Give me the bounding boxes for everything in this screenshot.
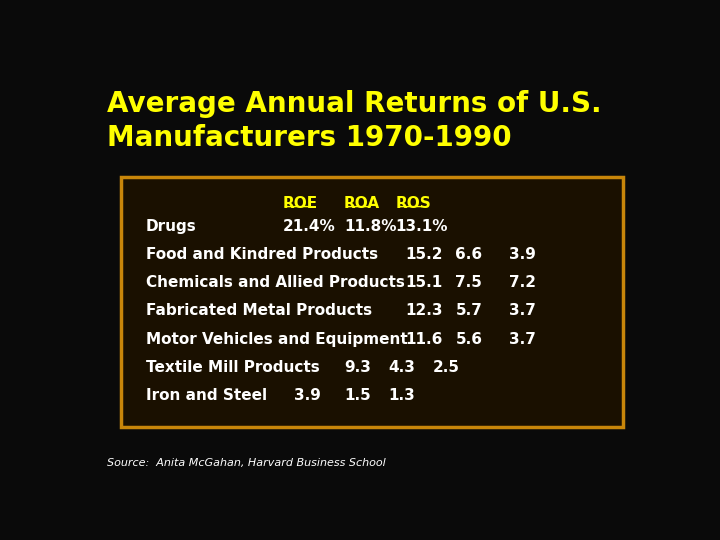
- Text: Motor Vehicles and Equipment: Motor Vehicles and Equipment: [145, 332, 408, 347]
- Text: 3.7: 3.7: [508, 332, 536, 347]
- Text: 3.9: 3.9: [294, 388, 320, 403]
- Text: 15.2: 15.2: [405, 247, 443, 262]
- Text: 21.4%: 21.4%: [282, 219, 336, 234]
- Text: 7.5: 7.5: [456, 275, 482, 290]
- Text: 1.3: 1.3: [389, 388, 415, 403]
- Text: 7.2: 7.2: [508, 275, 536, 290]
- Text: Drugs: Drugs: [145, 219, 197, 234]
- Text: 4.3: 4.3: [389, 360, 415, 375]
- Text: ROS: ROS: [396, 196, 431, 211]
- Text: 5.7: 5.7: [456, 303, 482, 319]
- Text: ROA: ROA: [344, 196, 380, 211]
- Text: Food and Kindred Products: Food and Kindred Products: [145, 247, 378, 262]
- Text: 11.6: 11.6: [405, 332, 443, 347]
- Text: 3.7: 3.7: [508, 303, 536, 319]
- Text: 12.3: 12.3: [405, 303, 443, 319]
- Text: 3.9: 3.9: [508, 247, 536, 262]
- Text: 6.6: 6.6: [456, 247, 482, 262]
- Text: Fabricated Metal Products: Fabricated Metal Products: [145, 303, 372, 319]
- Text: Source:  Anita McGahan, Harvard Business School: Source: Anita McGahan, Harvard Business …: [107, 458, 385, 468]
- Text: 11.8%: 11.8%: [344, 219, 397, 234]
- Text: Average Annual Returns of U.S.
Manufacturers 1970-1990: Average Annual Returns of U.S. Manufactu…: [107, 90, 601, 152]
- Text: ROE: ROE: [282, 196, 318, 211]
- Text: Iron and Steel: Iron and Steel: [145, 388, 267, 403]
- Text: 1.5: 1.5: [344, 388, 371, 403]
- Text: 15.1: 15.1: [405, 275, 443, 290]
- Text: 13.1%: 13.1%: [396, 219, 449, 234]
- Text: Chemicals and Allied Products: Chemicals and Allied Products: [145, 275, 405, 290]
- Text: 2.5: 2.5: [433, 360, 460, 375]
- Text: 5.6: 5.6: [456, 332, 482, 347]
- FancyBboxPatch shape: [121, 177, 623, 427]
- Text: Textile Mill Products: Textile Mill Products: [145, 360, 320, 375]
- Text: 9.3: 9.3: [344, 360, 371, 375]
